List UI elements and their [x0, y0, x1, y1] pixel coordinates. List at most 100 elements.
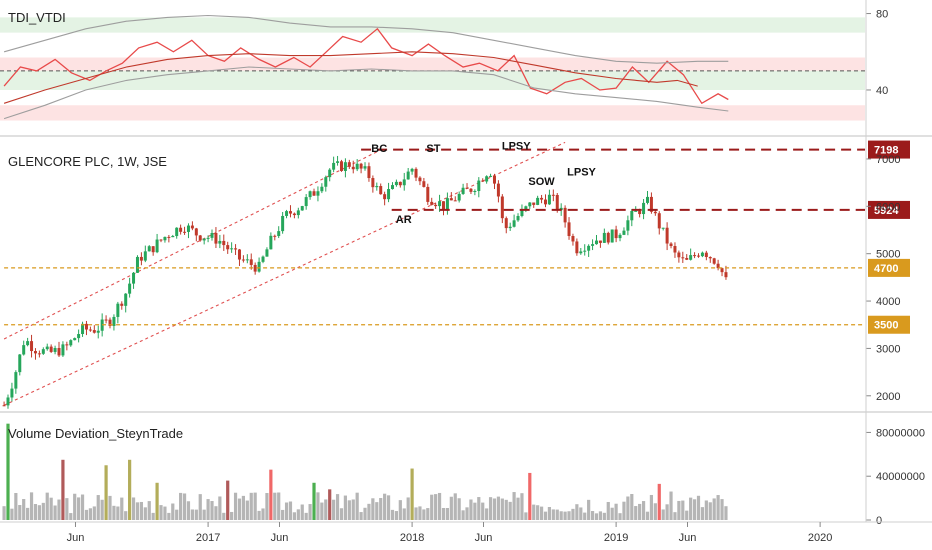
volume-bar — [410, 468, 414, 520]
level-label: 5924 — [874, 205, 899, 217]
candle-body — [485, 176, 489, 182]
candle-body — [543, 199, 547, 205]
volume-bar — [579, 507, 583, 520]
volume-bar — [230, 511, 234, 520]
volume-bar — [398, 500, 402, 520]
level-label: 4700 — [874, 263, 898, 275]
candle-body — [387, 189, 391, 200]
wyckoff-label: ST — [426, 143, 440, 155]
volume-bar — [33, 504, 38, 520]
candle-body — [359, 163, 363, 169]
channel-line — [3, 141, 566, 406]
x-tick-label: 2019 — [604, 532, 628, 544]
volume-bar — [359, 512, 363, 520]
candle-body — [281, 215, 285, 232]
volume-bar — [516, 497, 520, 520]
candle-body — [622, 230, 626, 235]
candle-body — [594, 240, 598, 245]
volume-bar — [312, 482, 316, 520]
candle-body — [390, 185, 394, 190]
candle-body — [324, 177, 328, 187]
volume-bar — [143, 507, 147, 520]
candle-body — [555, 194, 559, 211]
volume-bar — [434, 494, 438, 520]
candle-body — [18, 354, 22, 373]
candle-body — [398, 181, 402, 186]
volume-bar — [355, 492, 359, 520]
x-tick-label: 2017 — [196, 532, 220, 544]
candle-body — [198, 235, 202, 241]
volume-bar — [226, 480, 230, 520]
volume-bar — [532, 504, 536, 520]
volume-bar — [84, 509, 89, 520]
volume-bar — [508, 501, 512, 520]
volume-bar — [10, 508, 14, 520]
y-tick-label: 0 — [876, 515, 882, 527]
volume-bar — [167, 512, 171, 520]
candle-body — [441, 201, 445, 210]
candle-body — [308, 191, 312, 198]
volume-bar — [57, 499, 61, 520]
candle-body — [316, 191, 320, 196]
x-tick-label: Jun — [475, 532, 493, 544]
volume-bar — [567, 511, 571, 520]
candle-body — [524, 206, 528, 210]
candle-body — [143, 251, 147, 261]
volume-bar — [696, 495, 701, 520]
volume-bar — [406, 497, 410, 520]
volume-bar — [120, 497, 124, 520]
volume-bar — [645, 511, 650, 520]
candle-body — [410, 168, 414, 172]
volume-bar — [430, 494, 434, 520]
volume-bar — [626, 496, 630, 520]
volume-bar — [112, 505, 116, 520]
candle-body — [434, 204, 438, 207]
volume-bar — [37, 505, 41, 520]
candle-body — [367, 166, 371, 179]
wyckoff-label: LPSY — [502, 140, 531, 152]
volume-bar — [414, 507, 418, 520]
candle-body — [642, 202, 646, 215]
volume-bar — [677, 500, 681, 520]
volume-bar — [551, 509, 555, 520]
candle-body — [489, 175, 493, 177]
candle-body — [449, 198, 453, 201]
candle-body — [245, 259, 249, 261]
volume-bar — [512, 492, 516, 520]
x-tick-label: Jun — [271, 532, 289, 544]
volume-bar — [598, 511, 603, 520]
candle-body — [128, 283, 132, 294]
candle-body — [461, 187, 465, 194]
volume-bar — [151, 512, 155, 520]
candle-body — [516, 215, 520, 221]
candle-body — [618, 234, 622, 239]
volume-bar — [49, 497, 53, 520]
volume-bar — [634, 506, 638, 520]
candle-body — [575, 241, 579, 254]
level-label-box — [868, 200, 910, 219]
volume-bar — [649, 494, 654, 520]
candle-body — [579, 251, 583, 254]
candle-body — [418, 177, 422, 182]
candle-body — [171, 236, 175, 238]
candle-body — [634, 210, 638, 212]
candle-body — [587, 245, 591, 251]
candle-body — [194, 228, 198, 236]
y-tick-label: 5000 — [876, 249, 900, 261]
volume-bar — [716, 495, 720, 520]
volume-bar — [630, 494, 634, 520]
candle-body — [288, 211, 292, 214]
volume-bar — [614, 503, 618, 520]
tdi-zone — [0, 57, 865, 71]
candle-body — [206, 237, 210, 239]
volume-bar — [182, 493, 187, 520]
candle-body — [73, 338, 77, 341]
y-tick-label: 80 — [876, 9, 888, 21]
volume-bar — [100, 499, 104, 520]
volume-bar — [65, 498, 69, 520]
candle-body — [457, 193, 461, 201]
volume-bar — [214, 506, 218, 520]
volume-bar — [496, 496, 501, 520]
candle-body — [547, 194, 551, 205]
volume-bar — [281, 509, 285, 520]
